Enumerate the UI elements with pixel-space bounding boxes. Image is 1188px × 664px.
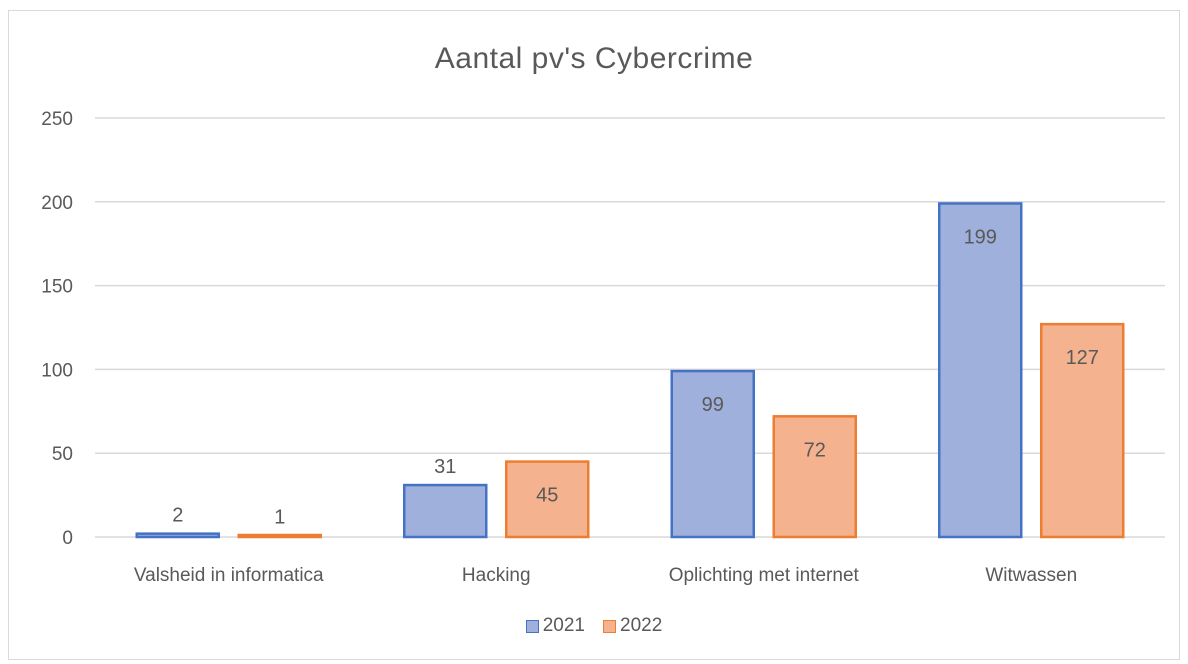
bar-2021 <box>135 532 220 539</box>
bar-2021 <box>938 202 1023 539</box>
chart-title: Aantal pv's Cybercrime <box>434 42 754 75</box>
bar-2022 <box>505 460 590 539</box>
data-label: 72 <box>804 439 826 461</box>
data-label: 199 <box>964 226 997 248</box>
data-labels: 2 1 31 45 99 72 199 127 <box>172 226 1099 528</box>
legend-swatch-2021 <box>525 619 539 633</box>
y-tick-label: 50 <box>52 444 73 465</box>
legend-label-2021: 2021 <box>542 615 585 636</box>
legend-item-2022: 2022 <box>603 615 662 637</box>
data-label: 127 <box>1066 347 1099 369</box>
bar-2022 <box>772 415 857 539</box>
bar-2021 <box>403 483 488 539</box>
y-tick-label: 250 <box>41 109 73 130</box>
bar-2022 <box>237 533 322 539</box>
bar-2022 <box>1040 322 1125 539</box>
data-label: 2 <box>172 505 183 527</box>
legend-swatch-2022 <box>603 619 616 633</box>
legend-label-2022: 2022 <box>620 615 663 636</box>
data-label: 99 <box>702 394 724 416</box>
bar-2021 <box>670 369 755 539</box>
data-label: 1 <box>274 506 285 528</box>
x-tick-label: Hacking <box>462 565 531 586</box>
bars <box>135 202 1125 539</box>
y-tick-label: 100 <box>41 360 73 381</box>
y-tick-label: 0 <box>62 528 73 549</box>
data-label: 31 <box>434 456 456 478</box>
x-tick-label: Witwassen <box>985 565 1077 586</box>
legend-item-2021: 2021 <box>525 615 585 637</box>
y-axis-ticks: 0 50 100 150 200 250 <box>41 109 73 549</box>
y-tick-label: 200 <box>41 193 73 214</box>
legend: 2021 2022 <box>0 615 1188 637</box>
x-axis-ticks: Valsheid in informatica Hacking Oplichting… <box>134 565 1077 586</box>
y-tick-label: 150 <box>41 277 73 298</box>
x-tick-label: Valsheid in informatica <box>134 565 324 586</box>
x-tick-label: Oplichting met internet <box>669 565 860 586</box>
data-label: 45 <box>536 485 558 507</box>
